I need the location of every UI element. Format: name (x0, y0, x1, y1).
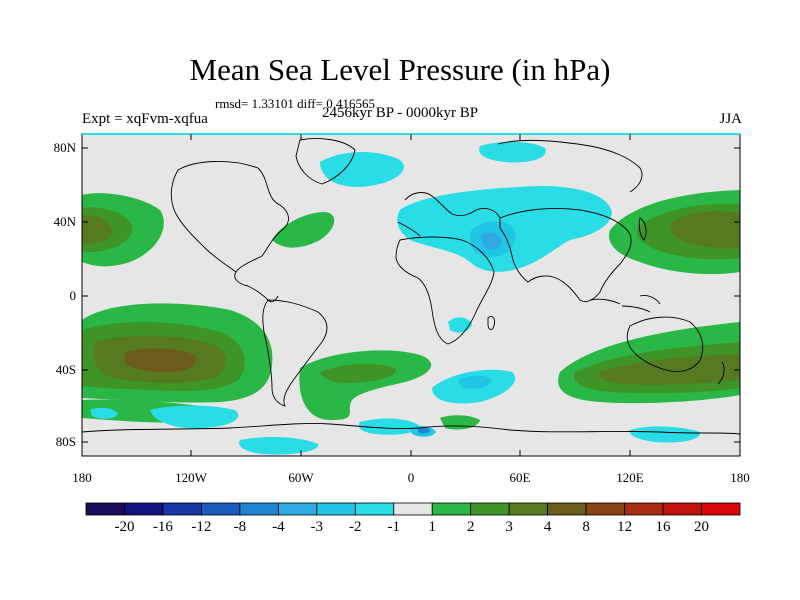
colorbar-swatch (701, 502, 741, 516)
colorbar-swatch (585, 502, 625, 516)
coast-new-zealand (717, 361, 725, 385)
anomaly-south-atlantic-neg-core (458, 375, 492, 389)
lon-tick-60e: 60E (509, 470, 531, 485)
colorbar (85, 502, 741, 516)
lon-tick-120e: 120E (616, 470, 644, 485)
coast-australia (626, 316, 704, 372)
anomaly-arctic-negative (320, 152, 404, 187)
lat-tick-80n: 80N (53, 140, 76, 155)
colorbar-swatch (393, 502, 433, 516)
coast-japan (638, 217, 647, 241)
colorbar-swatch (547, 502, 587, 516)
anomaly-indian-ocean-inner (598, 354, 740, 385)
colorbar-swatch (201, 502, 241, 516)
anomaly-south-atlantic-core (320, 363, 396, 383)
lon-tick-60w: 60W (288, 470, 314, 485)
anomaly-africa-south (448, 317, 472, 333)
coastlines (82, 138, 740, 435)
coast-south-america (262, 299, 328, 407)
anomaly-atlantic-north (272, 212, 335, 248)
anomaly-antarctic-negative (239, 436, 319, 455)
anomaly-antarctic-negative-2 (629, 426, 701, 443)
period-label: 2456kyr BP - 0000kyr BP (322, 105, 479, 121)
colorbar-label: 2 (466, 519, 475, 535)
colorbar-label: 3 (505, 519, 513, 535)
colorbar-swatch (277, 502, 318, 516)
lat-tick-40s: 40S (55, 362, 76, 377)
coast-indonesia (589, 295, 661, 313)
chart-title: Mean Sea Level Pressure (in hPa) (189, 52, 611, 87)
colorbar-label: 16 (655, 519, 671, 535)
colorbar-swatch (431, 502, 472, 516)
axis-ticks (81, 134, 741, 456)
colorbar-label: 8 (582, 519, 590, 535)
coast-madagascar (487, 315, 495, 331)
colorbar-label: 1 (428, 519, 436, 535)
colorbar-swatch (624, 502, 664, 516)
colorbar-label: -12 (191, 519, 212, 535)
colorbar-label: -20 (114, 519, 135, 535)
colorbar-swatch (239, 502, 279, 516)
colorbar-swatch (354, 502, 395, 516)
lat-tick-40n: 40N (53, 214, 76, 229)
coast-antarctica (82, 423, 740, 435)
lon-tick-180w: 180 (72, 470, 92, 485)
pressure-fields (82, 141, 740, 455)
colorbar-swatch (85, 502, 125, 516)
anomaly-north-pacific-west-inner (82, 214, 112, 244)
anomaly-south-pacific-center (125, 348, 197, 373)
lon-tick-180e: 180 (730, 470, 750, 485)
colorbar-swatch (124, 502, 164, 516)
colorbar-label: -1 (387, 519, 401, 535)
lat-tick-80s: 80S (55, 434, 76, 449)
anomaly-north-pacific-east-inner (670, 211, 740, 249)
colorbar-swatch (316, 502, 356, 516)
colorbar-label: 4 (543, 519, 552, 535)
lat-tick-0: 0 (69, 288, 77, 303)
anomaly-arctic-east (479, 141, 546, 163)
anomaly-antarctic-blue (418, 427, 430, 434)
lon-tick-0: 0 (407, 470, 415, 485)
colorbar-label: -3 (310, 519, 324, 535)
colorbar-swatch (662, 502, 702, 516)
anomaly-southern-ocean-negative-2 (358, 418, 420, 435)
colorbar-label: -2 (349, 519, 362, 535)
coast-greenland (295, 138, 356, 185)
experiment-label: Expt = xqFvm-xqfua (82, 111, 208, 127)
stats-line: rmsd= 1.33101 diff= 0.416565 (215, 96, 375, 111)
colorbar-label: 12 (617, 519, 633, 535)
coast-africa (395, 236, 495, 345)
anomaly-siberia-negative (520, 207, 556, 226)
colorbar-swatch (470, 502, 510, 516)
anomaly-eurasia-inner (480, 232, 502, 250)
lon-tick-120w: 120W (175, 470, 207, 485)
anomaly-southwest-negative (90, 407, 118, 419)
season-label: JJA (719, 111, 742, 127)
coast-north-america (170, 161, 289, 303)
colorbar-swatch (162, 502, 202, 516)
colorbar-label: 20 (694, 519, 710, 535)
colorbar-label: -16 (152, 519, 173, 535)
coast-europe (397, 192, 501, 237)
colorbar-label: -4 (272, 519, 285, 535)
anomaly-southern-ocean-negative-1 (150, 405, 239, 429)
colorbar-label: -8 (233, 519, 247, 535)
anomaly-south-atlantic (299, 350, 432, 420)
colorbar-swatch (508, 502, 549, 516)
